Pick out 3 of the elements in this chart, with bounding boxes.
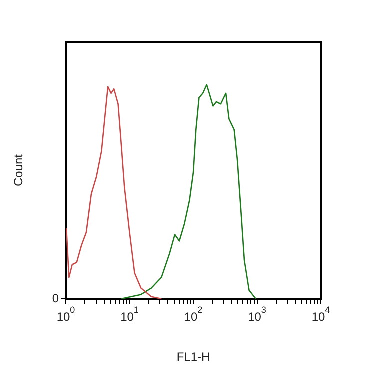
x-axis-title: FL1-H xyxy=(176,350,210,364)
text: 0 xyxy=(52,291,60,306)
y-axis-title: Count xyxy=(12,154,26,187)
